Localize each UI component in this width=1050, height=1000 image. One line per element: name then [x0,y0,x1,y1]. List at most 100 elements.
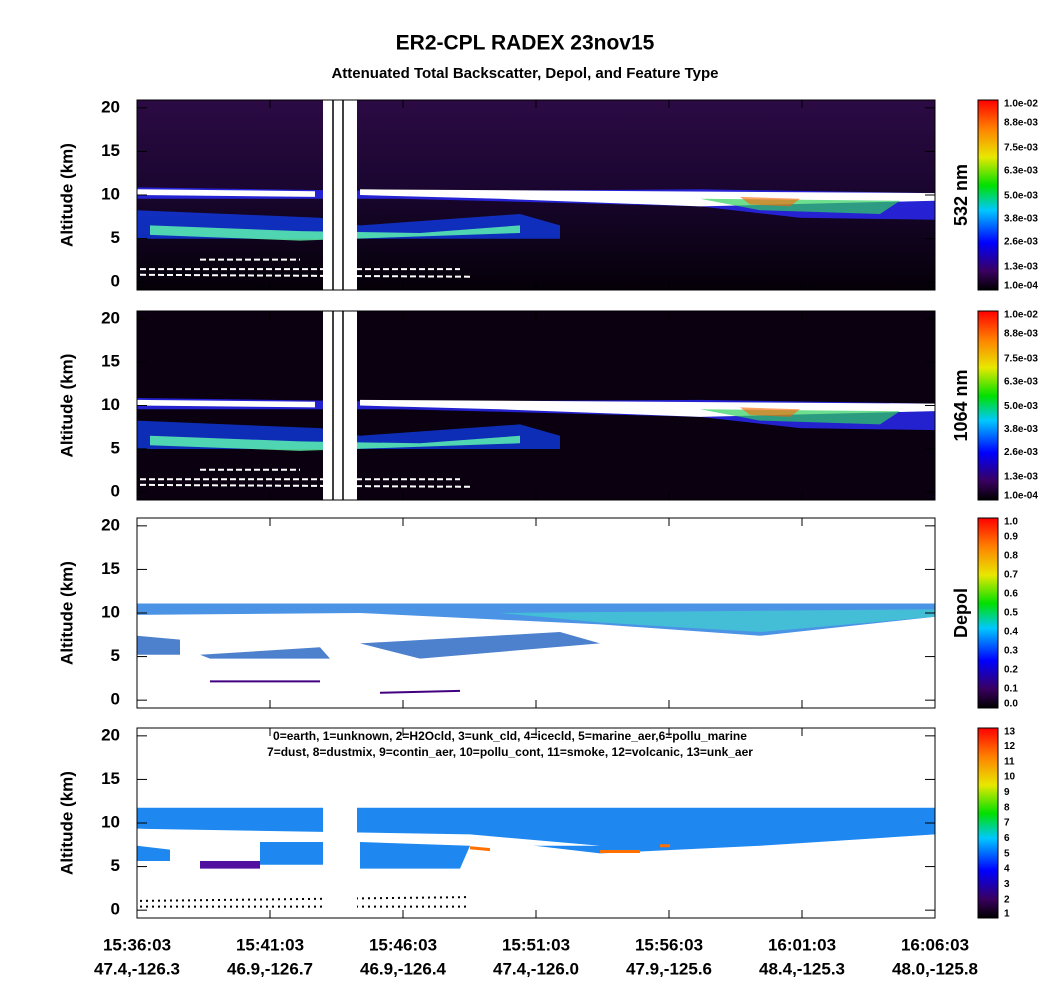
colorbar-tick-label: 6.3e-03 [1004,376,1038,387]
chart-subtitle: Attenuated Total Backscatter, Depol, and… [331,65,718,82]
y-tick-label: 10 [101,812,120,831]
colorbar-tick-label: 1.3e-03 [1004,262,1038,273]
icecld [137,807,935,854]
surface [139,896,471,908]
data-gap [323,728,357,918]
x-tick-label: 16:01:03 [768,935,836,954]
x-tick-position: 47.4,-126.0 [493,959,579,978]
y-tick-label: 0 [111,482,120,501]
y-tick-label: 0 [111,690,120,709]
colorbar-label: Depol [951,588,971,638]
y-tick-label: 20 [101,515,120,534]
colorbar [977,99,999,291]
data-gap [323,100,357,290]
y-tick-label: 15 [101,141,120,160]
x-tick-label: 15:56:03 [635,935,703,954]
colorbar-tick-label: 7.5e-03 [1004,353,1038,364]
colorbar-tick-label: 0.8 [1004,551,1018,562]
colorbar-tick-label: 0.4 [1004,627,1018,638]
colorbar-tick-label: 2 [1004,894,1010,905]
colorbar-tick-label: 0.6 [1004,589,1018,600]
y-tick-label: 15 [101,769,120,788]
x-tick-position: 47.4,-126.3 [94,959,180,978]
colorbar-tick-label: 7.5e-03 [1004,143,1038,154]
y-tick-label: 5 [111,646,120,665]
legend-text: 7=dust, 8=dustmix, 9=contin_aer, 10=poll… [267,745,753,759]
x-tick-label: 16:06:03 [901,935,969,954]
curtain [137,728,935,918]
data-gap [323,311,357,500]
colorbar-label: 1064 nm [951,369,971,441]
y-axis-label: Altitude (km) [57,561,76,665]
x-tick-position: 46.9,-126.4 [360,959,447,978]
x-tick-label: 15:41:03 [236,935,304,954]
colorbar-tick-label: 3.8e-03 [1004,214,1038,225]
colorbar-tick-label: 5 [1004,848,1010,859]
colorbar-tick-label: 2.6e-03 [1004,237,1038,248]
y-tick-label: 10 [101,184,120,203]
y-tick-label: 10 [101,602,120,621]
x-tick-position: 48.0,-125.8 [892,959,978,978]
colorbar-tick-label: 1.3e-03 [1004,472,1038,483]
colorbar-tick-label: 12 [1004,741,1016,752]
gap-lines [332,100,344,290]
y-tick-label: 20 [101,308,120,327]
x-tick-position: 47.9,-125.6 [626,959,712,978]
x-tick-label: 15:51:03 [502,935,570,954]
y-tick-label: 10 [101,395,120,414]
colorbar-tick-label: 0.9 [1004,532,1018,543]
chart-title: ER2-CPL RADEX 23nov15 [396,32,655,55]
colorbar-tick-label: 0.1 [1004,684,1018,695]
y-axis-label: Altitude (km) [57,771,76,875]
colorbar [977,310,999,501]
colorbar-tick-label: 4 [1004,864,1010,875]
x-tick-label: 15:46:03 [369,935,437,954]
colorbar-tick-label: 8.8e-03 [1004,118,1038,129]
colorbar-tick-label: 0.0 [1004,699,1018,710]
legend-text: 0=earth, 1=unknown, 2=H2Ocld, 3=unk_cld,… [273,729,747,743]
cloud-red [740,196,800,207]
colorbar-tick-label: 5.0e-03 [1004,401,1038,412]
colorbar-tick-label: 0.7 [1004,570,1018,581]
colorbar-tick-label: 9 [1004,787,1010,798]
colorbar-tick-label: 7 [1004,818,1010,829]
x-tick-position: 46.9,-126.7 [227,959,313,978]
colorbar [977,727,999,919]
y-axis-label: Altitude (km) [57,354,76,458]
colorbar-tick-label: 1 [1004,909,1010,920]
clearing [137,828,600,846]
y-tick-label: 5 [111,856,120,875]
mid-cloud [137,842,470,869]
colorbar-tick-label: 6.3e-03 [1004,166,1038,177]
colorbar-tick-label: 6 [1004,833,1010,844]
colorbar-tick-label: 3.8e-03 [1004,424,1038,435]
colorbar-tick-label: 1.0e-04 [1004,281,1038,292]
y-tick-label: 5 [111,228,120,247]
low-lines [139,258,471,278]
y-tick-label: 20 [101,97,120,116]
colorbar-tick-label: 3 [1004,879,1010,890]
water [200,861,260,869]
colorbar-tick-label: 11 [1004,756,1015,767]
x-tick-label: 15:36:03 [103,935,171,954]
mid-cloud [137,632,600,659]
colorbar-tick-label: 0.2 [1004,665,1018,676]
y-tick-label: 0 [111,272,120,291]
colorbar [977,517,999,709]
cloud-red [740,407,800,417]
colorbar-tick-label: 1.0e-02 [1004,310,1038,321]
y-tick-label: 15 [101,559,120,578]
colorbar-tick-label: 0.5 [1004,608,1018,619]
colorbar-tick-label: 8.8e-03 [1004,329,1038,340]
y-tick-label: 20 [101,725,120,744]
x-tick-position: 48.4,-125.3 [759,959,845,978]
y-tick-label: 15 [101,352,120,371]
curtain [137,100,935,290]
low-lines [139,468,471,488]
colorbar-tick-label: 0.3 [1004,646,1018,657]
gap-lines [332,311,344,500]
low [210,680,461,694]
cirrus-cyan [500,609,935,632]
